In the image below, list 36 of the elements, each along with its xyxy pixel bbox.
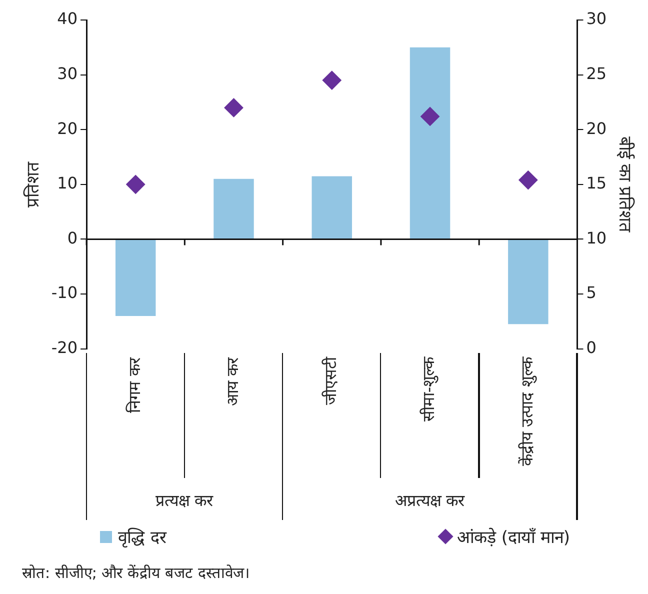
point — [518, 170, 538, 190]
y2-tick-label: 25 — [586, 64, 607, 83]
point — [126, 174, 146, 194]
y-tick-label: -10 — [51, 283, 78, 302]
x-tick-label: निगम कर — [124, 356, 144, 413]
y2-tick-label: 0 — [586, 338, 596, 357]
bar — [508, 240, 548, 324]
point — [420, 106, 440, 126]
y2-tick-label: 15 — [586, 174, 607, 193]
x-tick-label: केंद्रीय उत्पाद शुल्क — [517, 356, 538, 466]
point — [322, 70, 342, 90]
bar — [115, 240, 156, 316]
text: अप्रत्यक्ष कर — [394, 491, 466, 510]
x-tick-label: सीमा-शुल्क — [419, 356, 440, 422]
y-tick-label: 0 — [67, 228, 78, 248]
text: स्रोत: सीजीए; और केंद्रीय बजट दस्तावेज। — [22, 563, 250, 582]
text: प्रत्यक्ष कर — [156, 491, 214, 510]
y-tick-label: 30 — [57, 64, 78, 83]
y2-tick-label: 30 — [586, 9, 607, 28]
y2-tick-label: 10 — [586, 228, 607, 248]
y-tick-label: 20 — [57, 118, 78, 138]
y-tick-label: 40 — [57, 9, 78, 28]
x-tick-label: आय कर — [222, 356, 242, 406]
y-tick-label: -20 — [51, 338, 78, 357]
x-tick-label: जीएसटी — [321, 356, 340, 405]
bar — [410, 47, 450, 239]
y-tick-label: 10 — [57, 174, 78, 193]
y2-tick-label: 20 — [586, 118, 607, 138]
bar — [312, 176, 352, 239]
y-axis-title: प्रतिशत — [22, 161, 44, 208]
y2-tick-label: 5 — [586, 283, 596, 302]
legend-label: आंकड़े (दायाँ मान) — [456, 526, 570, 548]
point — [224, 98, 244, 118]
bar — [214, 178, 254, 239]
y2-axis-title: बीई का प्रतिशत — [614, 136, 636, 232]
legend-label: वृद्धि दर — [117, 526, 166, 548]
